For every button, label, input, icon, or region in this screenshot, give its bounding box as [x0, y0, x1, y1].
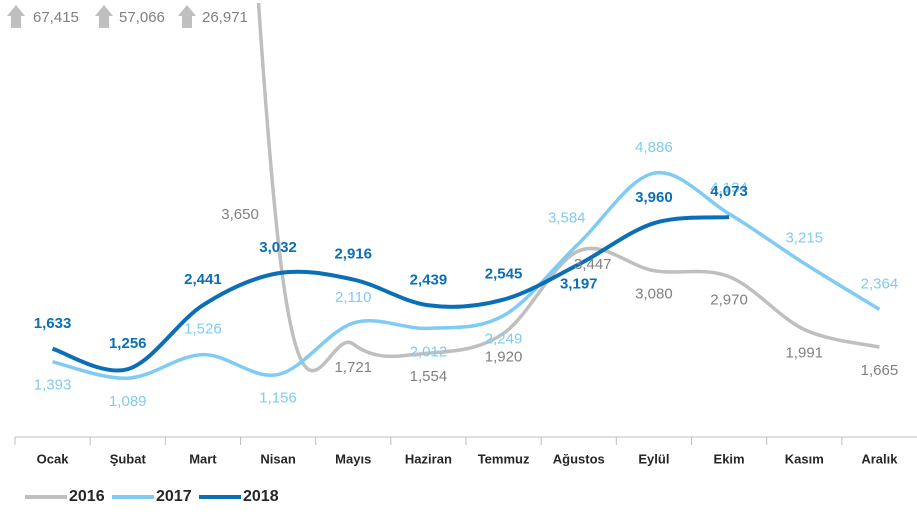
legend-label: 2018	[243, 488, 279, 505]
data-label: 3,197	[560, 275, 598, 292]
data-label: 3,584	[548, 209, 586, 226]
data-label: 1,554	[410, 368, 448, 385]
off-scale-label: 67,415	[33, 9, 79, 26]
data-label: 1,633	[34, 315, 72, 332]
data-label: 3,650	[221, 206, 259, 223]
data-label: 1,256	[109, 335, 147, 352]
data-label: 2,916	[334, 246, 372, 263]
data-label: 2,012	[410, 343, 448, 360]
data-label: 2,545	[485, 266, 523, 283]
data-label: 4,134	[710, 180, 748, 197]
data-label: 2,441	[184, 271, 222, 288]
x-tick-label: Şubat	[110, 451, 147, 466]
data-label: 3,080	[635, 286, 673, 303]
up-arrow-icon	[7, 5, 25, 28]
data-label: 3,960	[635, 189, 673, 206]
x-tick-label: Mayıs	[335, 451, 371, 466]
data-label: 1,721	[334, 359, 372, 376]
data-label: 3,032	[259, 239, 297, 256]
data-label: 2,110	[335, 289, 371, 306]
x-tick-label: Eylül	[638, 451, 669, 466]
off-scale-label: 57,066	[119, 9, 165, 26]
x-tick-label: Ekim	[714, 451, 745, 466]
data-label: 2,364	[861, 275, 899, 292]
up-arrow-icon	[178, 5, 196, 28]
legend-label: 2017	[156, 488, 192, 505]
series-line	[51, 215, 730, 373]
data-label: 2,439	[410, 271, 448, 288]
data-label: 3,447	[574, 256, 612, 273]
data-label: 1,089	[109, 393, 147, 410]
data-label: 1,920	[485, 348, 523, 365]
data-label: 4,073	[710, 183, 748, 200]
off-scale-values: 67,415 57,066 26,971	[7, 5, 248, 28]
x-tick-label: Mart	[189, 451, 217, 466]
data-label: 1,156	[259, 390, 297, 407]
x-tick-label: Temmuz	[478, 451, 530, 466]
x-tick-label: Aralık	[861, 451, 898, 466]
data-label: 1,991	[785, 344, 823, 361]
off-scale-label: 26,971	[202, 9, 248, 26]
x-tick-label: Haziran	[405, 451, 452, 466]
data-label: 3,215	[785, 229, 823, 246]
data-label: 4,886	[635, 139, 673, 156]
x-tick-label: Kasım	[785, 451, 824, 466]
x-tick-label: Ağustos	[553, 451, 605, 466]
plot-area	[51, 3, 881, 380]
data-label: 1,526	[184, 321, 222, 338]
data-label: 2,970	[710, 292, 748, 309]
data-label: 1,393	[34, 377, 72, 394]
data-label: 2,249	[485, 331, 523, 348]
series-line	[256, 3, 880, 373]
up-arrow-icon	[95, 5, 113, 28]
data-label: 1,665	[861, 362, 899, 379]
x-tick-label: Ocak	[37, 451, 70, 466]
legend-label: 2016	[69, 488, 105, 505]
series-line	[52, 170, 881, 380]
x-tick-label: Nisan	[260, 451, 295, 466]
